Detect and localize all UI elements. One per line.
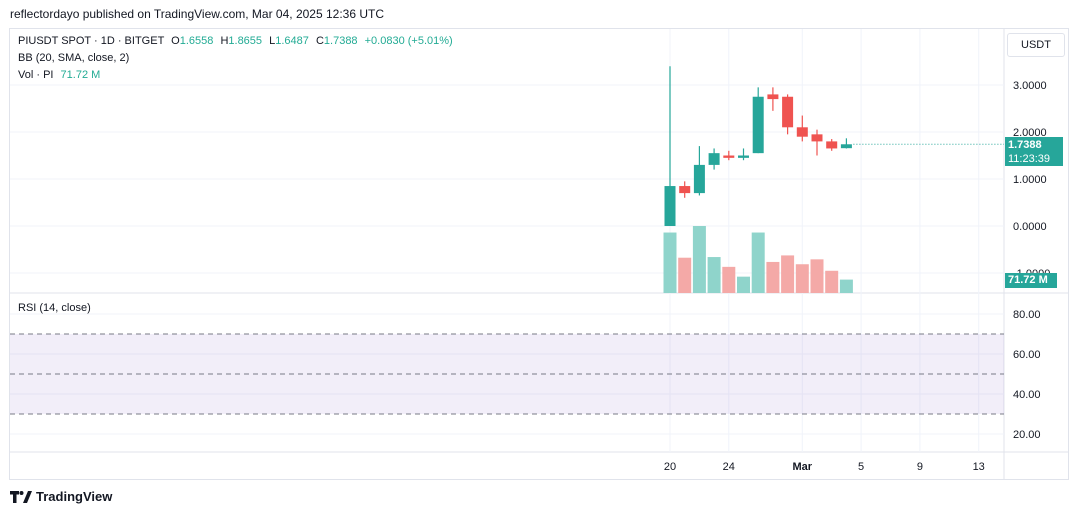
rsi-legend[interactable]: RSI (14, close)	[18, 302, 91, 314]
candle-body	[723, 155, 735, 158]
low-value: 1.6487	[275, 35, 309, 47]
volume-bar	[692, 226, 706, 293]
price-tick-label: 3.0000	[1013, 80, 1047, 92]
rsi-tick-label: 20.00	[1013, 429, 1041, 441]
candle-body	[708, 153, 720, 165]
price-tick-label: 0.0000	[1013, 221, 1047, 233]
volume-bar	[678, 257, 692, 293]
open-value: 1.6558	[179, 35, 214, 47]
time-tick-label: 9	[917, 461, 923, 473]
close-value: 1.7388	[323, 35, 358, 47]
low-label: L	[269, 35, 276, 47]
time-tick-label: 20	[664, 461, 676, 473]
volume-legend-value: 71.72 M	[60, 69, 101, 81]
axis-layer: 3.00002.00001.00000.0000-1.000080.0060.0…	[664, 80, 1050, 473]
tradingview-logo-icon	[10, 490, 32, 503]
rsi-tick-label: 40.00	[1013, 389, 1041, 401]
candle-body	[664, 186, 676, 226]
chart-frame	[9, 28, 1069, 480]
candle-layer	[664, 66, 1004, 226]
candle-body	[767, 94, 779, 100]
grid-layer	[10, 29, 1068, 479]
publisher-line: reflectordayo published on TradingView.c…	[10, 7, 384, 21]
rsi-tick-label: 80.00	[1013, 309, 1041, 321]
volume-bar	[707, 257, 721, 293]
volume-bar	[766, 261, 780, 293]
volume-bar	[795, 264, 809, 293]
currency-button[interactable]: USDT	[1007, 33, 1065, 57]
volume-bar	[737, 276, 750, 293]
candle-body	[752, 96, 764, 154]
candle-body	[826, 141, 838, 149]
rsi-tick-label: 60.00	[1013, 349, 1041, 361]
volume-bar	[825, 270, 839, 293]
time-tick-label: Mar	[793, 461, 813, 473]
time-tick-label: 13	[973, 461, 985, 473]
close-label: C	[315, 35, 324, 47]
change-value: +0.0830 (+5.01%)	[364, 35, 453, 47]
time-tick-label: 5	[858, 461, 864, 473]
time-tick-label: 24	[723, 461, 735, 473]
volume-layer	[663, 226, 853, 293]
last-price-value: 1.7388	[1008, 139, 1042, 151]
price-tick-label: 1.0000	[1013, 174, 1047, 186]
volume-bar	[663, 232, 677, 293]
candle-body	[811, 134, 823, 142]
volume-bar	[722, 266, 736, 293]
bar-countdown: 11:23:39	[1008, 153, 1051, 165]
symbol-legend: PIUSDT SPOT · 1D · BITGET O1.6558 H1.865…	[18, 35, 453, 47]
candle-body	[782, 96, 794, 128]
volume-bar	[839, 279, 853, 293]
symbol-title: PIUSDT SPOT · 1D · BITGET	[18, 35, 165, 47]
price-tick-label: 2.0000	[1013, 127, 1047, 139]
candle-body	[796, 127, 808, 137]
candle-body	[738, 155, 749, 158]
volume-bar	[751, 232, 765, 293]
high-label: H	[220, 35, 229, 47]
bb-legend[interactable]: BB (20, SMA, close, 2)	[18, 52, 130, 64]
last-price-tag: 1.7388 11:23:39	[1005, 137, 1063, 166]
rsi-layer	[10, 333, 1004, 415]
volume-legend[interactable]: Vol · PI 71.72 M	[18, 69, 100, 81]
volume-tag: 71.72 M	[1005, 273, 1057, 288]
volume-legend-label: Vol · PI	[18, 69, 54, 81]
candle-body	[840, 144, 852, 149]
tradingview-wordmark: TradingView	[36, 489, 113, 504]
volume-bar	[781, 255, 795, 293]
tradingview-branding[interactable]: TradingView	[10, 489, 112, 504]
candle-body	[679, 186, 691, 194]
volume-bar	[810, 259, 824, 293]
high-value: 1.8655	[228, 35, 263, 47]
candle-body	[693, 164, 705, 194]
open-label: O	[171, 35, 180, 47]
